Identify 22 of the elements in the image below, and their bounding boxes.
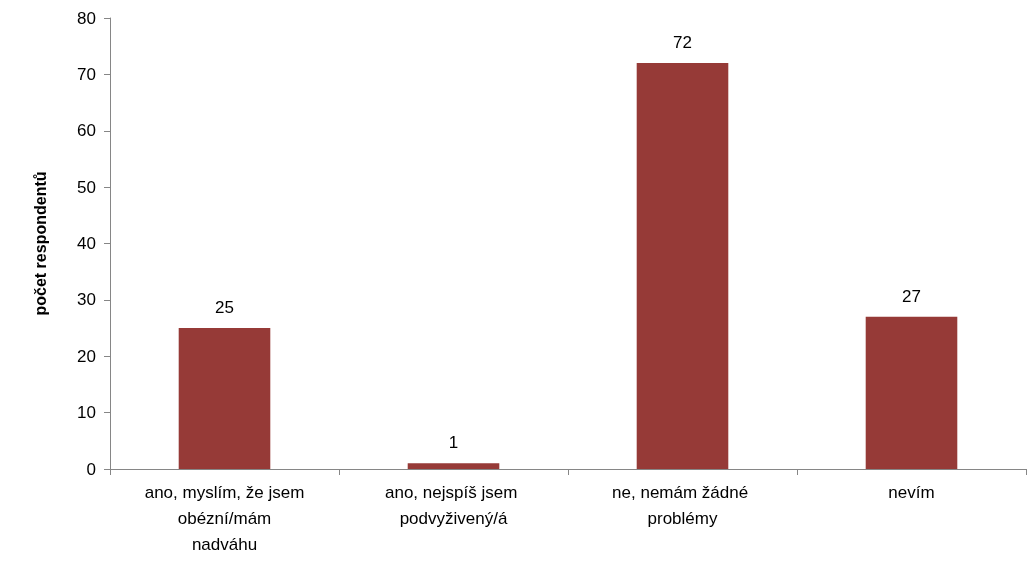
y-tick-label: 10	[77, 403, 96, 423]
y-tick-label: 60	[77, 121, 96, 141]
y-tick-label: 70	[77, 64, 96, 84]
y-tick-label: 20	[77, 346, 96, 366]
y-tick-label: 0	[86, 459, 96, 479]
y-tick-label: 30	[77, 290, 96, 310]
x-tick-label: ne, nemám žádné problémy	[612, 482, 753, 528]
bar	[407, 463, 500, 469]
bar	[178, 328, 271, 469]
data-label: 1	[448, 433, 459, 453]
data-label: 72	[673, 33, 692, 53]
bar	[865, 316, 958, 469]
x-tick-label: ano, nejspíš jsem podvyživený/á	[384, 482, 523, 528]
y-tick-label: 40	[77, 234, 96, 253]
bar	[636, 63, 729, 469]
x-tick-label: nevím	[888, 482, 935, 502]
x-tick-label: ano, myslím, že jsem obézní/mám nadváhu	[144, 482, 305, 554]
data-label: 25	[215, 298, 234, 318]
y-tick-label: 50	[77, 177, 96, 197]
data-label: 27	[902, 286, 921, 306]
y-axis-title: počet respondentů	[31, 171, 49, 316]
y-tick-label: 80	[77, 8, 96, 28]
